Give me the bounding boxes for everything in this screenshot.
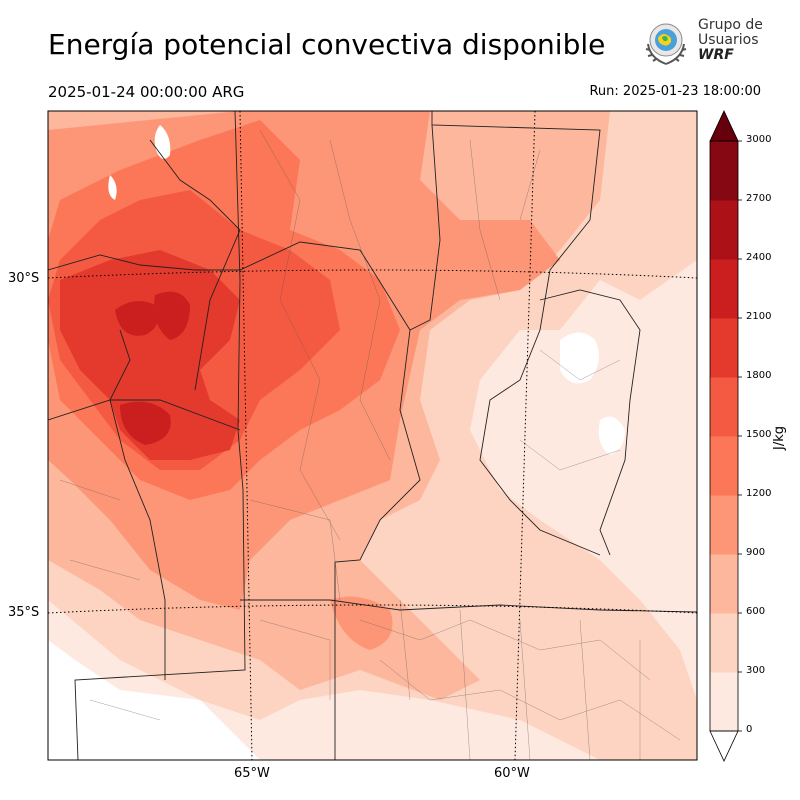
- colorbar-tick-label: 600: [746, 606, 766, 617]
- boundary-line: [48, 399, 241, 431]
- boundary-line: [48, 241, 411, 331]
- lat-label-35s: 35°S: [8, 605, 40, 620]
- lon-label-65w: 65°W: [234, 766, 270, 781]
- colorbar-tick-label: 0: [746, 724, 753, 735]
- colorbar-tick-label: 2700: [746, 193, 772, 204]
- dept-line: [329, 139, 391, 461]
- colorbar-extend-min: [709, 730, 739, 762]
- department-boundaries: [59, 129, 681, 760]
- colorbar-tick-label: 900: [746, 547, 766, 558]
- run-time: Run: 2025-01-23 18:00:00: [589, 84, 761, 99]
- cape-patch-white-e: [560, 332, 625, 455]
- admin-boundaries: [48, 111, 697, 760]
- graticule: [48, 111, 697, 760]
- cape-band-2100: [115, 291, 190, 445]
- colorbar-tick-label: 1200: [746, 488, 772, 499]
- colorbar-segment: [710, 436, 738, 496]
- colorbar-tick-label: 3000: [746, 134, 772, 145]
- colorbar-segment: [710, 318, 738, 378]
- page-title: Energía potencial convectiva disponible: [48, 28, 606, 61]
- boundary-line: [109, 329, 166, 680]
- colorbar-segment: [710, 259, 738, 319]
- boundary-line: [431, 111, 601, 556]
- boundary-line: [409, 124, 441, 331]
- boundary-line: [539, 289, 641, 556]
- colorbar-segment: [710, 141, 738, 201]
- colorbar-tick-label: 300: [746, 665, 766, 676]
- wrf-logo: Grupo de Usuarios WRF: [638, 16, 768, 72]
- colorbar-segment: [710, 613, 738, 673]
- parallel-30s: [48, 269, 697, 279]
- lon-label-60w: 60°W: [494, 766, 530, 781]
- map-frame: [47, 110, 698, 761]
- lat-label-30s: 30°S: [8, 271, 40, 286]
- dept-line: [249, 499, 341, 700]
- colorbar-segment: [710, 495, 738, 555]
- colorbar: [709, 110, 742, 762]
- boundary-line: [334, 329, 421, 760]
- boundary-line: [74, 111, 246, 760]
- cape-patch-white-sw: [48, 640, 260, 760]
- colorbar-segment: [710, 200, 738, 260]
- dept-line: [359, 619, 651, 681]
- colorbar-tick-label: 1800: [746, 370, 772, 381]
- colorbar-extend-max: [709, 110, 739, 142]
- colorbar-unit-label: J/kg: [772, 426, 787, 450]
- boundary-line: [240, 599, 697, 613]
- valid-time: 2025-01-24 00:00:00 ARG: [48, 83, 245, 101]
- boundary-line: [149, 139, 241, 391]
- parallel-35s: [48, 604, 697, 614]
- meridian-65w: [239, 111, 253, 760]
- logo-line-3: WRF: [698, 47, 734, 63]
- dept-line: [59, 479, 161, 721]
- globe-laurel-icon: [645, 23, 687, 65]
- logo-line-2: Usuarios: [698, 32, 759, 48]
- dept-line: [469, 139, 541, 301]
- colorbar-segment: [710, 377, 738, 437]
- meridian-60w: [514, 111, 536, 760]
- colorbar-segment: [710, 554, 738, 614]
- dept-line: [519, 349, 621, 471]
- logo-line-1: Grupo de: [698, 17, 763, 33]
- cape-patch-white-n: [108, 125, 171, 200]
- cape-band-1800: [60, 250, 240, 460]
- dept-line: [379, 659, 681, 741]
- colorbar-tick-label: 1500: [746, 429, 772, 440]
- colorbar-tick-label: 2100: [746, 311, 772, 322]
- cape-field: [48, 111, 697, 760]
- colorbar-segment: [710, 672, 738, 732]
- dept-line: [399, 599, 641, 760]
- dept-line: [259, 129, 341, 541]
- logo-text: Grupo de Usuarios WRF: [698, 18, 763, 63]
- colorbar-tick-label: 2400: [746, 252, 772, 263]
